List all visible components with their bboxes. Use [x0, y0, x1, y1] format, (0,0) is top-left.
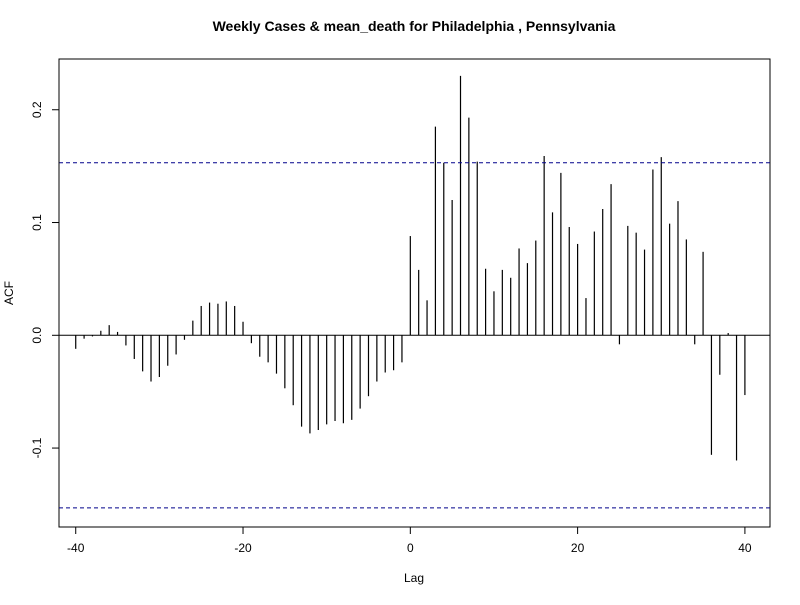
y-tick-label: 0.1 [30, 214, 44, 231]
y-axis: -0.1 0.0 0.1 0.2 [30, 101, 60, 458]
x-tick-label: 20 [571, 541, 585, 555]
x-axis-label: Lag [404, 571, 424, 585]
y-axis-label: ACF [2, 281, 16, 305]
y-tick-label: 0.0 [30, 327, 44, 344]
y-tick-label: -0.1 [30, 437, 44, 458]
plot-frame [58, 58, 771, 528]
x-tick-label: 0 [407, 541, 414, 555]
x-tick-label: -20 [234, 541, 252, 555]
reference-lines [59, 162, 770, 509]
x-axis: -40 -20 0 20 40 [67, 526, 752, 555]
x-tick-label: 40 [738, 541, 752, 555]
y-tick-label: 0.2 [30, 101, 44, 118]
chart-title: Weekly Cases & mean_death for Philadelph… [213, 18, 616, 34]
x-tick-label: -40 [67, 541, 85, 555]
acf-bars [75, 75, 746, 461]
